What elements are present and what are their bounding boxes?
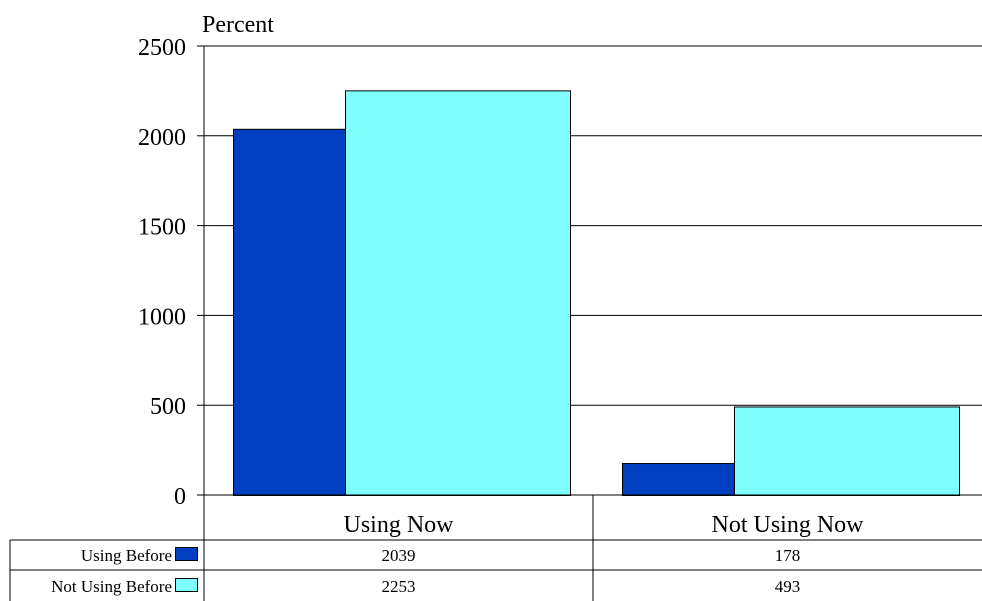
y-tick-label: 0 [174,484,186,510]
category-label: Using Now [343,512,454,538]
y-axis-ticks: 0 500 1000 1500 2000 2500 [138,35,204,510]
bar-not-using-before [734,406,960,497]
y-tick-label: 2000 [138,125,186,151]
data-label: 493 [775,577,801,596]
data-label: 178 [775,546,801,565]
data-label: 2039 [382,546,416,565]
data-label: 2253 [382,577,416,596]
legend-label: Not Using Before [51,577,172,596]
data-table: Using Now Not Using Now Using Before 2039 17… [9,495,982,601]
y-tick-label: 1000 [138,304,186,330]
bar-not-using-before [345,90,571,496]
y-tick-label: 1500 [138,215,186,241]
y-tick-label: 2500 [138,35,186,61]
y-tick-label: 500 [150,394,186,420]
category-label: Not Using Now [711,512,864,538]
bars [233,90,960,497]
legend-label: Using Before [81,546,172,565]
legend-swatch [175,547,198,561]
y-axis-label: Percent [202,12,274,38]
legend-swatch [175,578,198,592]
